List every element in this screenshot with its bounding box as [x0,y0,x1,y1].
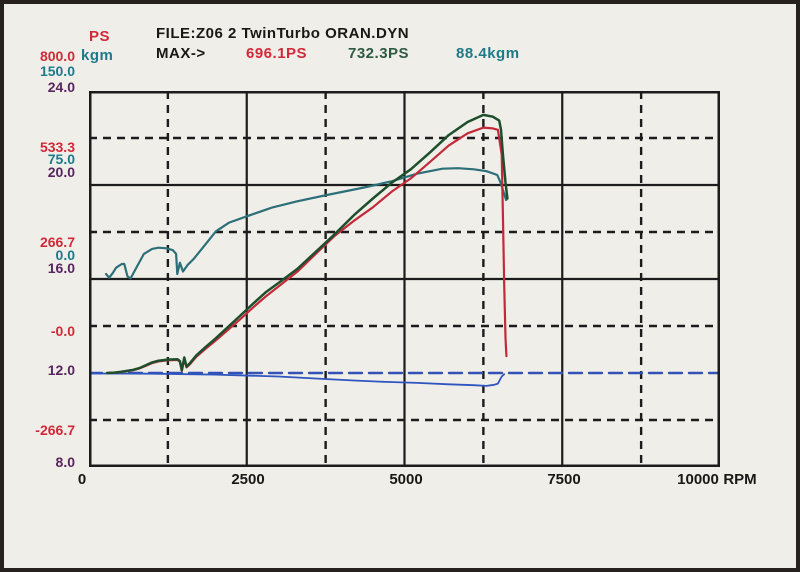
x-tick-10000: 10000 [677,471,719,488]
x-tick-5000: 5000 [389,471,423,488]
ps-unit-label: PS [89,28,111,45]
y-tick-af-20: 20.0 [47,164,75,180]
x-tick-0: 0 [77,471,87,488]
y-tick-af-8: 8.0 [55,454,75,470]
plot-border [89,91,720,467]
x-tick-7500: 7500 [547,471,581,488]
x-axis-unit-label: RPM [723,471,757,488]
x-tick-2500: 2500 [231,471,265,488]
kgm-unit-label: kgm [81,47,114,64]
y-tick-ps-267: 266.7 [39,234,75,250]
dyno-chart [89,91,720,467]
y-tick-kgm-75: 75.0 [47,151,75,167]
y-tick-kgm-150: 150.0 [39,63,75,79]
power-curve-green [105,113,509,375]
af-measured-line [90,372,506,387]
max-kgm-teal-value: 88.4kgm [456,45,520,62]
y-tick-af-12: 12.0 [47,362,75,378]
max-ps-green-value: 732.3PS [348,45,410,62]
y-tick-ps-neg267: -266.7 [35,422,75,438]
max-label: MAX-> [156,45,206,62]
y-tick-ps-0: -0.0 [50,323,75,339]
y-tick-af-24: 24.0 [47,79,75,95]
y-tick-kgm-0: 0.0 [55,247,75,263]
torque-curve-teal [104,167,508,280]
file-name-label: FILE:Z06 2 TwinTurbo ORAN.DYN [156,25,410,42]
y-tick-ps-800: 800.0 [39,48,75,64]
y-tick-af-16: 16.0 [47,260,75,276]
max-ps-red-value: 696.1PS [246,45,308,62]
y-tick-ps-533: 533.3 [39,139,75,155]
